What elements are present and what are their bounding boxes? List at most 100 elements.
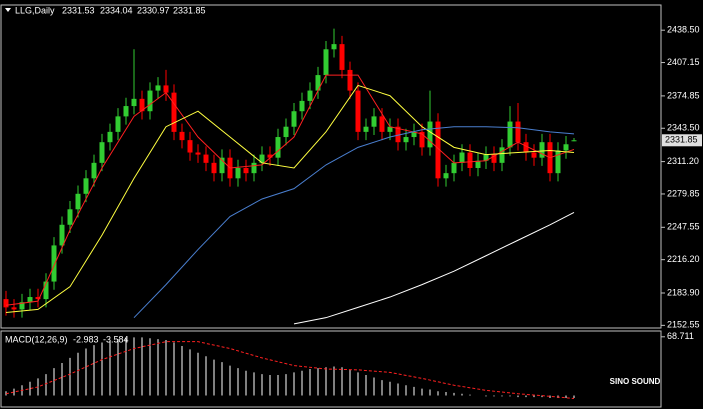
candle-body	[475, 160, 481, 168]
candle-body	[107, 131, 113, 143]
candle-body	[195, 152, 201, 155]
candle-body	[179, 131, 185, 141]
candle-body	[563, 144, 569, 151]
symbol-marker	[5, 8, 11, 12]
candle-body	[555, 150, 561, 174]
candle-body	[187, 140, 193, 153]
candle-body	[35, 297, 41, 300]
candle-body	[139, 98, 145, 112]
macd-signal	[5, 341, 575, 400]
candle-body	[11, 307, 17, 310]
candle-body	[571, 140, 577, 142]
ohlc-close: 2331.85	[173, 5, 206, 15]
y-tick-label: 2343.50	[667, 123, 700, 133]
candle-body	[211, 162, 217, 174]
candle-body	[115, 116, 121, 132]
candle-body	[331, 44, 337, 50]
candle-body	[171, 92, 177, 132]
price-label-box	[662, 134, 702, 147]
moving-average	[5, 84, 575, 314]
candle-body	[347, 69, 353, 91]
moving-average	[133, 126, 575, 319]
candle-body	[67, 209, 73, 225]
candle-body	[283, 126, 289, 138]
moving-average	[293, 211, 575, 325]
candle-body	[379, 116, 385, 132]
candle-body	[531, 152, 537, 158]
candle-body	[483, 154, 489, 161]
macd-label: MACD(12,26,9)	[5, 334, 68, 344]
candle-body	[43, 281, 49, 300]
y-tick-label: 2247.55	[667, 222, 700, 232]
candle-body	[259, 154, 265, 163]
candle-body	[507, 121, 513, 148]
candle-body	[75, 193, 81, 210]
main-panel-frame	[0, 4, 662, 329]
candle-body	[459, 152, 465, 163]
ohlc-low: 2330.97	[137, 5, 170, 15]
y-tick-label: 2152.55	[667, 320, 700, 330]
chart-title: LLG,Daily	[15, 5, 55, 15]
y-tick-label: 2279.85	[667, 188, 700, 198]
candle-body	[395, 126, 401, 143]
candle-body	[251, 162, 257, 174]
candle-body	[467, 152, 473, 168]
candle-body	[499, 147, 505, 163]
candle-body	[307, 90, 313, 101]
candle-body	[83, 178, 89, 194]
candle-body	[411, 131, 417, 138]
candle-body	[235, 168, 241, 179]
candle-body	[435, 121, 441, 179]
candle-body	[315, 75, 321, 91]
candle-body	[363, 126, 369, 132]
candle-body	[491, 154, 497, 163]
candle-body	[443, 173, 449, 179]
ohlc-open: 2331.53	[62, 5, 95, 15]
candle-body	[539, 142, 545, 158]
candle-body	[123, 106, 129, 117]
y-tick-label: 2407.15	[667, 57, 700, 67]
candle-body	[147, 90, 153, 112]
candle-body	[59, 224, 65, 246]
y-tick-label: 2183.90	[667, 287, 700, 297]
watermark: SINO SOUND	[610, 377, 661, 386]
candle-body	[275, 137, 281, 158]
candle-body	[299, 100, 305, 112]
candle-body	[3, 299, 9, 308]
candle-body	[371, 116, 377, 127]
moving-average	[5, 74, 575, 306]
candle-body	[163, 85, 169, 93]
candle-body	[387, 126, 393, 132]
candle-body	[19, 302, 25, 310]
candle-body	[355, 90, 361, 132]
candle-body	[339, 44, 345, 70]
macd-signal-value: -3.584	[103, 334, 129, 344]
candle-body	[323, 49, 329, 76]
candle-body	[403, 137, 409, 143]
candle-body	[27, 297, 33, 303]
candle-body	[91, 162, 97, 179]
candle-body	[419, 131, 425, 148]
candle-body	[51, 245, 57, 282]
y-tick-label: 2311.20	[667, 156, 699, 166]
y-tick-label: 2374.85	[667, 90, 700, 100]
price-label: 2331.85	[665, 135, 698, 145]
candle-body	[203, 154, 209, 163]
macd-panel-frame	[0, 330, 662, 408]
macd-value: -2.983	[73, 334, 99, 344]
ohlc-high: 2334.04	[100, 5, 133, 15]
candle-body	[99, 142, 105, 163]
candle-body	[155, 85, 161, 91]
candle-body	[427, 121, 433, 148]
y-tick-label: 2438.50	[667, 25, 700, 35]
candle-body	[243, 168, 249, 174]
candle-body	[267, 154, 273, 158]
candle-body	[219, 157, 225, 174]
candle-body	[131, 98, 137, 107]
candle-body	[523, 142, 529, 153]
candle-body	[291, 111, 297, 127]
candle-body	[515, 121, 521, 143]
macd-y-tick-label: 68.711	[667, 331, 694, 341]
